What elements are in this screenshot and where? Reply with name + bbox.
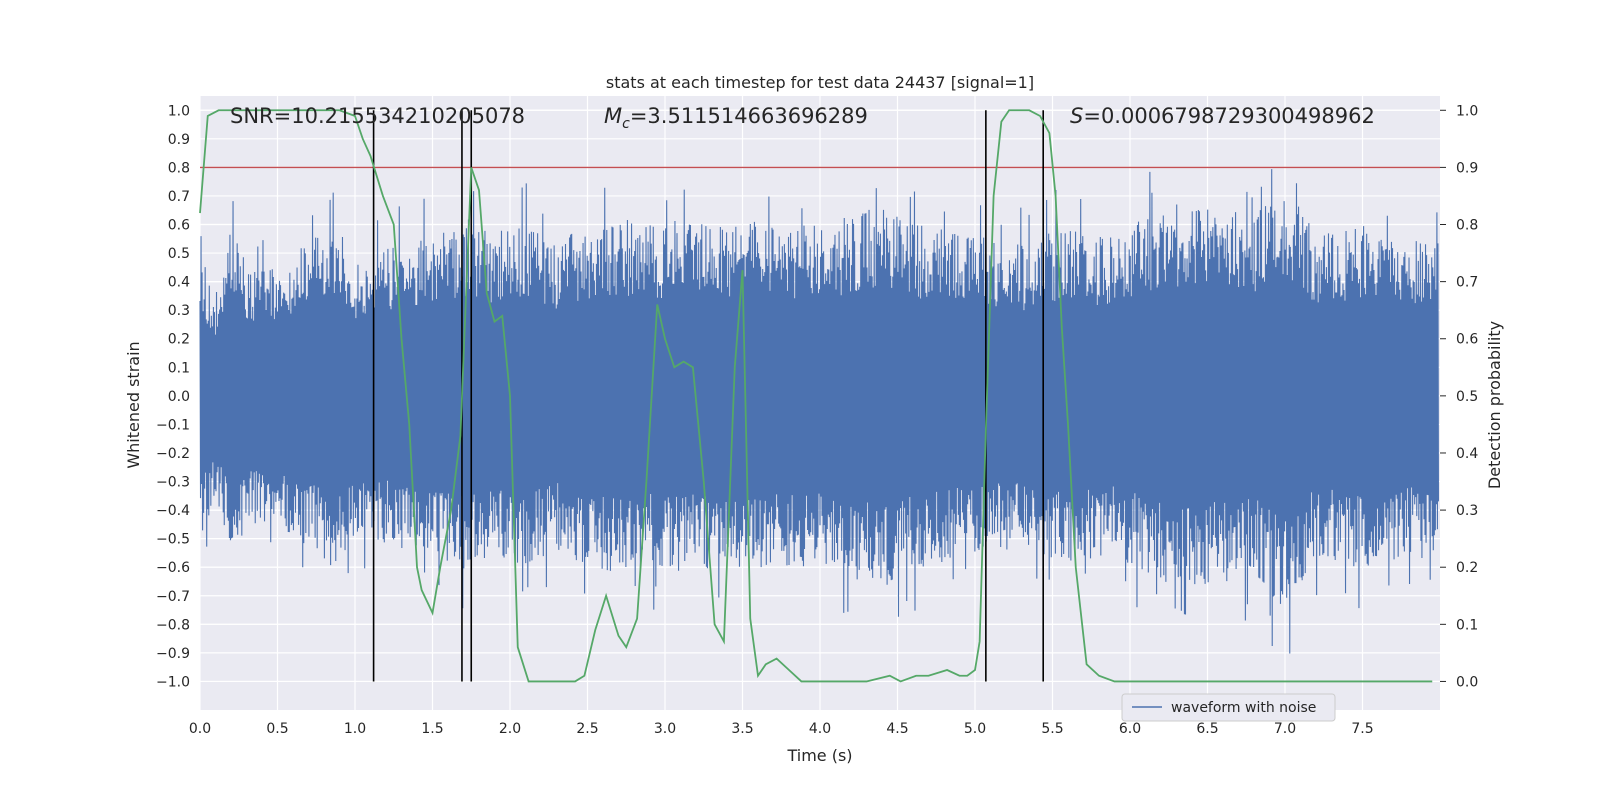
x-tick-label: 0.5 bbox=[266, 721, 288, 737]
y-tick-label: 0.2 bbox=[168, 332, 190, 348]
x-tick-label: 2.0 bbox=[499, 721, 521, 737]
waveform-series bbox=[199, 169, 1439, 654]
y2-tick-label: 0.5 bbox=[1456, 389, 1478, 405]
y-tick-label: 0.6 bbox=[168, 218, 190, 234]
y-tick-label: −0.8 bbox=[156, 617, 190, 633]
y-axis-label: Whitened strain bbox=[124, 341, 143, 468]
legend-label: waveform with noise bbox=[1171, 700, 1316, 716]
mc-symbol: M bbox=[604, 104, 622, 128]
x-tick-label: 5.0 bbox=[964, 721, 986, 737]
y-tick-label: 0.4 bbox=[168, 275, 190, 291]
y-tick-label: 0.1 bbox=[168, 360, 190, 376]
y-tick-label: 0.8 bbox=[168, 160, 190, 176]
y2-tick-label: 0.3 bbox=[1456, 503, 1478, 519]
y2-tick-label: 0.6 bbox=[1456, 332, 1478, 348]
waveform-line bbox=[199, 169, 1439, 654]
s-value: =0.0006798729300498962 bbox=[1083, 104, 1375, 128]
y-tick-label: −0.9 bbox=[156, 646, 190, 662]
chirp-mass-annotation: Mc=3.511514663696289 bbox=[604, 104, 868, 132]
x-tick-label: 7.5 bbox=[1351, 721, 1373, 737]
y-tick-label: −0.2 bbox=[156, 446, 190, 462]
x-tick-label: 6.0 bbox=[1119, 721, 1141, 737]
s-annotation: S=0.0006798729300498962 bbox=[1070, 104, 1375, 128]
x-tick-label: 7.0 bbox=[1274, 721, 1296, 737]
snr-annotation: SNR=10.215534210205078 bbox=[230, 104, 525, 128]
legend: waveform with noise bbox=[1121, 693, 1336, 722]
x-tick-label: 4.5 bbox=[886, 721, 908, 737]
s-symbol: S bbox=[1070, 104, 1083, 128]
x-tick-label: 1.5 bbox=[421, 721, 443, 737]
detection-probability-line bbox=[199, 109, 1433, 683]
x-tick-label: 6.5 bbox=[1196, 721, 1218, 737]
mc-value: =3.511514663696289 bbox=[630, 104, 868, 128]
y-tick-label: −0.5 bbox=[156, 532, 190, 548]
y-tick-label: −0.7 bbox=[156, 589, 190, 605]
x-tick-label: 4.0 bbox=[809, 721, 831, 737]
x-tick-label: 2.5 bbox=[576, 721, 598, 737]
y2-tick-label: 0.7 bbox=[1456, 275, 1478, 291]
y-ticks: 1.0 0.9 0.8 0.7 0.6 0.5 0.4 0.3 0.2 0.1 0.0 −0.1 −0.… bbox=[156, 103, 190, 690]
y-tick-label: 0.5 bbox=[168, 246, 190, 262]
y2-tick-label: 0.4 bbox=[1456, 446, 1478, 462]
chart-title: stats at each timestep for test data 244… bbox=[606, 73, 1034, 92]
y-tick-label: 0.0 bbox=[168, 389, 190, 405]
y-tick-label: 0.3 bbox=[168, 303, 190, 319]
y-tick-label: 1.0 bbox=[168, 103, 190, 119]
x-axis-label: Time (s) bbox=[786, 746, 852, 765]
legend-box bbox=[1121, 693, 1336, 722]
y2-tick-label: 1.0 bbox=[1456, 103, 1478, 119]
y2-ticks: 1.0 0.9 0.8 0.7 0.6 0.5 0.4 0.3 0.2 0.1 0.0 bbox=[1440, 103, 1478, 690]
y2-tick-label: 0.8 bbox=[1456, 218, 1478, 234]
y-tick-label: −0.6 bbox=[156, 560, 190, 576]
x-tick-label: 3.5 bbox=[731, 721, 753, 737]
y-tick-label: −0.3 bbox=[156, 475, 190, 491]
y-tick-label: −0.1 bbox=[156, 417, 190, 433]
x-tick-label: 0.0 bbox=[189, 721, 211, 737]
y-tick-label: −0.4 bbox=[156, 503, 190, 519]
y2-tick-label: 0.2 bbox=[1456, 560, 1478, 576]
y2-tick-label: 0.9 bbox=[1456, 160, 1478, 176]
y-tick-label: 0.7 bbox=[168, 189, 190, 205]
probability-series bbox=[199, 109, 1433, 683]
y-tick-label: 0.9 bbox=[168, 132, 190, 148]
x-ticks: 0.0 0.5 1.0 1.5 2.0 2.5 3.0 3.5 4.0 4.5 5.0 5.5 6.0 6… bbox=[189, 721, 1374, 737]
y-tick-label: −1.0 bbox=[156, 674, 190, 690]
mc-subscript: c bbox=[622, 116, 630, 132]
x-tick-label: 1.0 bbox=[344, 721, 366, 737]
x-tick-label: 3.0 bbox=[654, 721, 676, 737]
y2-tick-label: 0.1 bbox=[1456, 617, 1478, 633]
x-tick-label: 5.5 bbox=[1041, 721, 1063, 737]
y2-tick-label: 0.0 bbox=[1456, 674, 1478, 690]
y2-axis-label: Detection probability bbox=[1485, 321, 1504, 489]
